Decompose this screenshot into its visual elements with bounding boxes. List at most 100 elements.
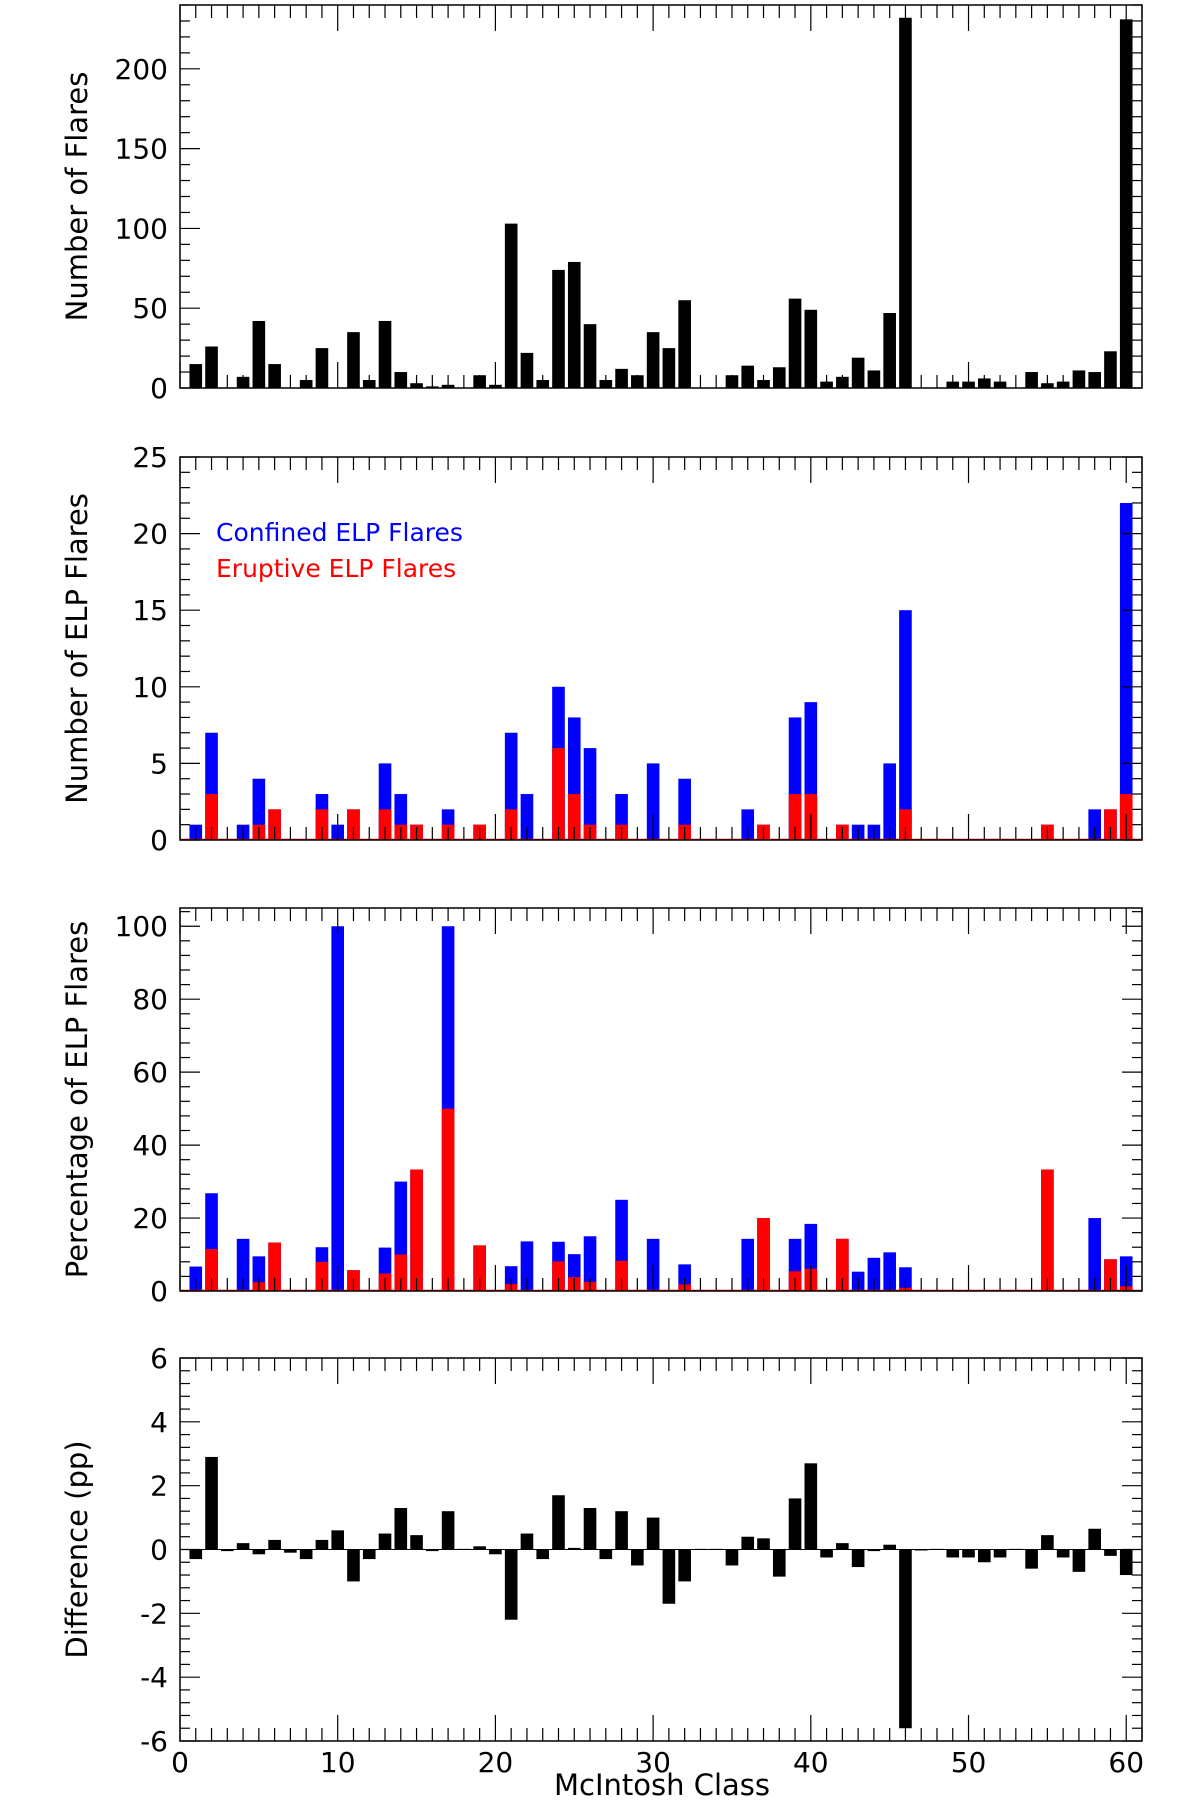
bar [678,300,691,388]
bar [410,1535,423,1550]
bar-eruptive [757,1218,770,1291]
bar [473,1546,486,1550]
bar [662,1549,676,1604]
bar [899,1549,912,1729]
bar [1025,1549,1038,1569]
bar [962,1549,975,1558]
bar [631,1549,644,1566]
bar [504,1549,518,1620]
y-tick-label: 6 [150,1342,168,1375]
bar [1119,1549,1133,1576]
bar [1119,19,1133,389]
bar [441,1511,455,1550]
x-tick-label: 30 [635,1746,671,1779]
y-tick-label: 10 [132,671,168,704]
y-tick-label: 25 [132,441,168,474]
bar [426,1549,439,1552]
bar [772,1549,786,1577]
bar-confined [520,794,534,840]
bar [993,1549,1007,1558]
plot-frame [179,4,1143,389]
bar [268,1539,281,1550]
bar-eruptive [378,809,392,840]
bar [394,1508,408,1550]
bar [520,1533,534,1550]
bar-confined [883,763,896,840]
bar [315,348,329,388]
bar [725,1549,739,1566]
y-tick-label: 50 [132,292,168,325]
bar [205,346,218,388]
x-tick-label: 40 [793,1746,829,1779]
bar [520,352,534,388]
bar-confined [583,748,597,840]
y-axis-label: Number of Flares [60,72,94,322]
bar-eruptive [504,809,518,840]
bar [252,320,266,388]
bar-confined [899,610,912,840]
bar [378,1533,392,1550]
bar-eruptive [268,1242,281,1291]
bar-eruptive [315,809,329,840]
y-tick-label: 200 [115,53,168,86]
bar [189,1549,203,1560]
bar [788,1498,802,1550]
bar-eruptive [615,1260,628,1291]
bar [757,1538,770,1550]
y-tick-label: 20 [132,518,168,551]
bar [378,320,392,388]
legend-eruptive: Eruptive ELP Flares [216,554,456,583]
x-axis-label: McIntosh Class [554,1768,770,1800]
bar-confined [331,926,345,1291]
bar [788,298,802,388]
bar [851,357,865,388]
bar [883,1544,896,1550]
bar [741,1536,755,1550]
bar [489,1549,502,1555]
y-tick-label: -6 [140,1725,168,1758]
bar-confined [1088,809,1101,840]
bar [1072,1549,1086,1572]
panel-number-of-flares: 0 50 100 150 200 Number of Flares [60,4,1143,405]
y-tick-label: 60 [132,1056,168,1089]
bar-confined [646,1238,660,1291]
bar-eruptive [205,794,218,840]
x-tick-label: 0 [171,1746,189,1779]
x-tick-label: 10 [320,1746,356,1779]
plot-frame [179,456,1143,841]
bar [804,1463,818,1550]
bar [977,1549,991,1563]
bar [583,324,597,388]
bar [867,1549,881,1552]
legend-confined: Confined ELP Flares [216,518,463,547]
bar-confined [520,1241,534,1291]
y-tick-label: -2 [140,1597,168,1630]
y-tick-label: -4 [140,1661,168,1694]
bar [1041,1535,1054,1550]
y-tick-label: 100 [115,212,168,245]
y-tick-label: 0 [150,1275,168,1308]
y-tick-label: 0 [150,824,168,857]
bar [804,309,818,388]
bar-eruptive [268,809,281,840]
bar [662,348,676,388]
bar [899,17,912,389]
y-axis-label: Percentage of ELP Flares [60,921,94,1278]
bar [1056,1549,1070,1558]
bar [284,1549,297,1553]
bar-confined [883,1252,896,1291]
bar [331,1530,345,1550]
bar-confined [1119,502,1133,840]
y-tick-label: 4 [150,1406,168,1439]
bar-confined [867,1257,881,1291]
bar [646,1517,660,1550]
plot-frame [179,907,1143,1292]
panel-number-of-elp-flares: 0 5 10 15 20 25 Number of ELP Flares Confined E… [60,441,1143,857]
y-tick-label: 20 [132,1202,168,1235]
bar-eruptive [394,1254,408,1291]
bar-confined [236,1238,250,1291]
bar [820,1549,833,1558]
bar [836,1543,849,1550]
panel-percentage-of-elp-flares: 0 20 40 60 80 100 Percentage of ELP Flares [60,907,1143,1308]
